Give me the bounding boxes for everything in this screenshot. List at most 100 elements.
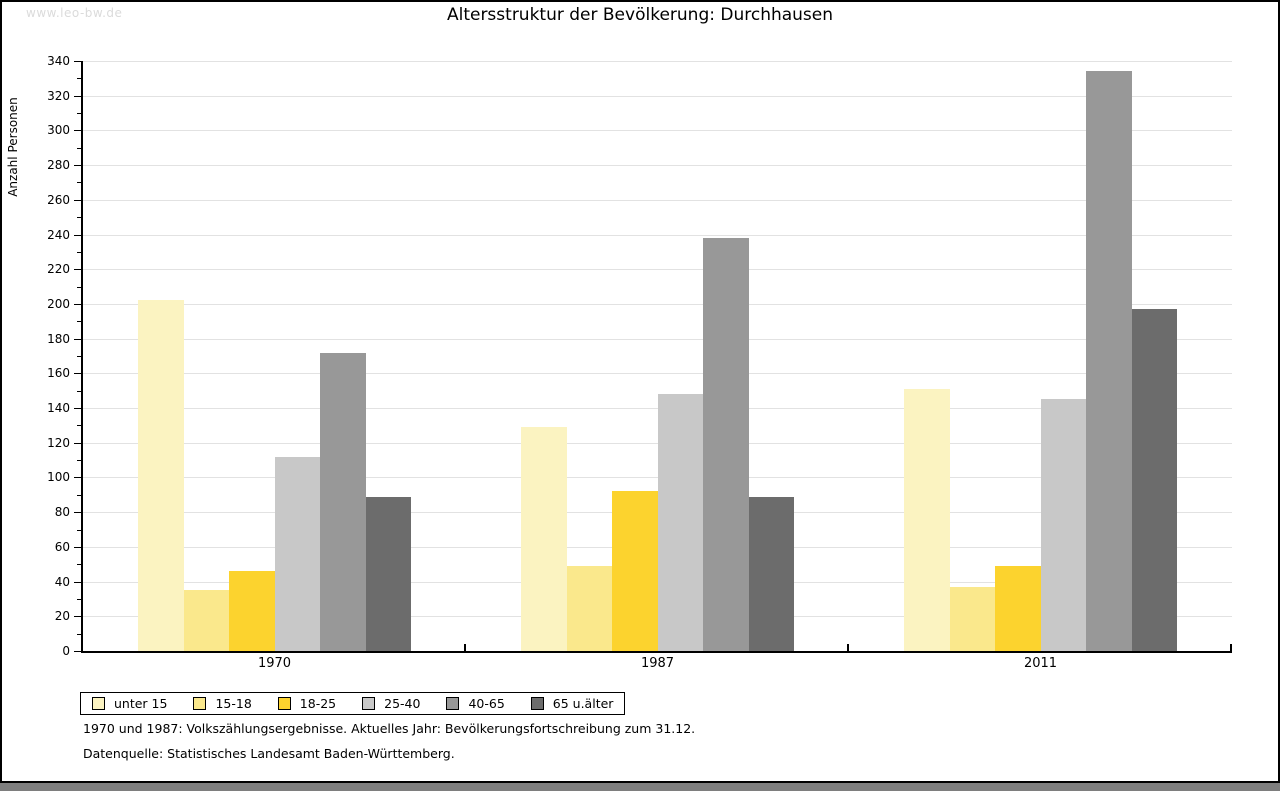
gridline-y-340: [83, 61, 1232, 62]
y-major-tick-220: [74, 269, 83, 271]
y-major-tick-320: [74, 95, 83, 97]
bar-15-18-1970: [183, 590, 229, 651]
bar-25-40-2011: [1040, 399, 1086, 651]
gridline-y-200: [83, 303, 1232, 305]
y-tick-label-20: 20: [54, 609, 70, 624]
y-major-tick-240: [74, 234, 83, 236]
y-major-tick-20: [74, 616, 83, 618]
y-minor-tick-50: [77, 564, 83, 566]
y-tick-label-260: 260: [47, 192, 70, 207]
plot-area: [81, 61, 1232, 653]
y-tick-label-60: 60: [54, 539, 70, 554]
y-tick-label-100: 100: [47, 470, 70, 485]
y-tick-label-300: 300: [47, 123, 70, 138]
y-tick-label-80: 80: [54, 505, 70, 520]
y-major-tick-180: [74, 338, 83, 340]
legend-label: 18-25: [299, 696, 337, 711]
gridline-y-320: [83, 95, 1232, 97]
y-tick-label-160: 160: [47, 366, 70, 381]
window-bottom-strip: [0, 783, 1280, 791]
y-minor-tick-230: [77, 251, 83, 253]
y-major-tick-260: [74, 199, 83, 201]
footnote-source-line2: Datenquelle: Statistisches Landesamt Bad…: [83, 746, 455, 761]
legend-item-15-18: 15-18: [193, 696, 252, 711]
bar-18-25-1987: [612, 491, 658, 651]
gridline-y-180: [83, 338, 1232, 340]
legend-swatch-40-65: [446, 697, 460, 710]
bar-15-18-1987: [566, 565, 612, 651]
bar-18-25-2011: [995, 565, 1041, 651]
y-minor-tick-250: [77, 217, 83, 219]
bar-unter-15-1987: [521, 427, 567, 651]
legend-box: unter 15 15-18 18-25 25-40 40-65 65 u.älter: [80, 692, 626, 715]
x-category-label-1987: 1987: [640, 656, 675, 671]
legend-item-65-u-lter: 65 u.älter: [530, 696, 614, 711]
y-major-tick-0: [74, 651, 83, 652]
legend-swatch-18-25: [277, 697, 291, 710]
y-major-tick-200: [74, 303, 83, 305]
legend-label: 40-65: [468, 696, 505, 711]
legend-item-25-40: 25-40: [362, 696, 420, 711]
y-minor-tick-190: [77, 321, 83, 323]
legend-swatch-unter-15: [92, 697, 105, 710]
y-minor-tick-330: [77, 78, 83, 80]
y-tick-label-0: 0: [62, 644, 70, 658]
y-tick-label-40: 40: [54, 574, 70, 589]
legend-label: unter 15: [114, 696, 168, 711]
bar-15-18-2011: [949, 586, 995, 651]
gridline-y-160: [83, 373, 1232, 375]
y-minor-tick-290: [77, 147, 83, 149]
bar-unter-15-2011: [904, 388, 950, 651]
chart-title: Altersstruktur der Bevölkerung: Durchhau…: [446, 5, 834, 25]
y-minor-tick-110: [77, 460, 83, 462]
y-major-tick-80: [74, 512, 83, 514]
y-tick-label-180: 180: [47, 331, 70, 346]
x-axis-tick-1: [464, 644, 466, 651]
gridline-y-300: [83, 130, 1232, 132]
y-major-tick-160: [74, 373, 83, 375]
gridline-y-220: [83, 269, 1232, 271]
y-major-tick-280: [74, 165, 83, 167]
y-minor-tick-10: [77, 633, 83, 635]
y-minor-tick-150: [77, 390, 83, 392]
y-minor-tick-210: [77, 286, 83, 288]
bar-40-65-1987: [703, 238, 749, 651]
y-major-tick-40: [74, 581, 83, 583]
watermark-text: www.leo-bw.de: [26, 6, 123, 20]
x-axis-tick-3: [1230, 644, 1232, 651]
y-tick-label-120: 120: [47, 435, 70, 450]
y-minor-tick-270: [77, 182, 83, 184]
legend-swatch-65-u-lter: [530, 697, 544, 710]
bar-40-65-2011: [1086, 71, 1132, 651]
y-tick-label-220: 220: [47, 262, 70, 277]
bar-25-40-1970: [274, 456, 320, 651]
footnote-source-line1: 1970 und 1987: Volkszählungsergebnisse. …: [83, 721, 696, 736]
y-tick-label-240: 240: [47, 227, 70, 242]
x-category-label-2011: 2011: [1023, 656, 1058, 671]
bar-25-40-1987: [657, 394, 703, 651]
y-minor-tick-130: [77, 425, 83, 427]
y-axis-title: Anzahl Personen: [6, 97, 20, 197]
y-tick-label-140: 140: [47, 401, 70, 416]
gridline-y-240: [83, 234, 1232, 236]
gridline-y-280: [83, 165, 1232, 167]
legend-label: 25-40: [384, 696, 421, 711]
y-tick-label-340: 340: [47, 54, 70, 68]
y-tick-label-200: 200: [47, 296, 70, 311]
legend-item-unter-15: unter 15: [92, 696, 167, 711]
y-tick-label-280: 280: [47, 158, 70, 173]
y-major-tick-60: [74, 546, 83, 548]
bar-40-65-1970: [320, 352, 366, 651]
y-major-tick-340: [74, 61, 83, 62]
y-tick-label-320: 320: [47, 88, 70, 103]
bar-65-u-lter-1987: [748, 496, 794, 651]
legend-label: 15-18: [215, 696, 252, 711]
y-major-tick-300: [74, 130, 83, 132]
y-minor-tick-310: [77, 113, 83, 115]
y-minor-tick-30: [77, 598, 83, 600]
legend-item-40-65: 40-65: [446, 696, 505, 711]
x-category-label-1970: 1970: [257, 656, 292, 671]
gridline-y-260: [83, 199, 1232, 201]
legend-label: 65 u.älter: [552, 696, 614, 711]
